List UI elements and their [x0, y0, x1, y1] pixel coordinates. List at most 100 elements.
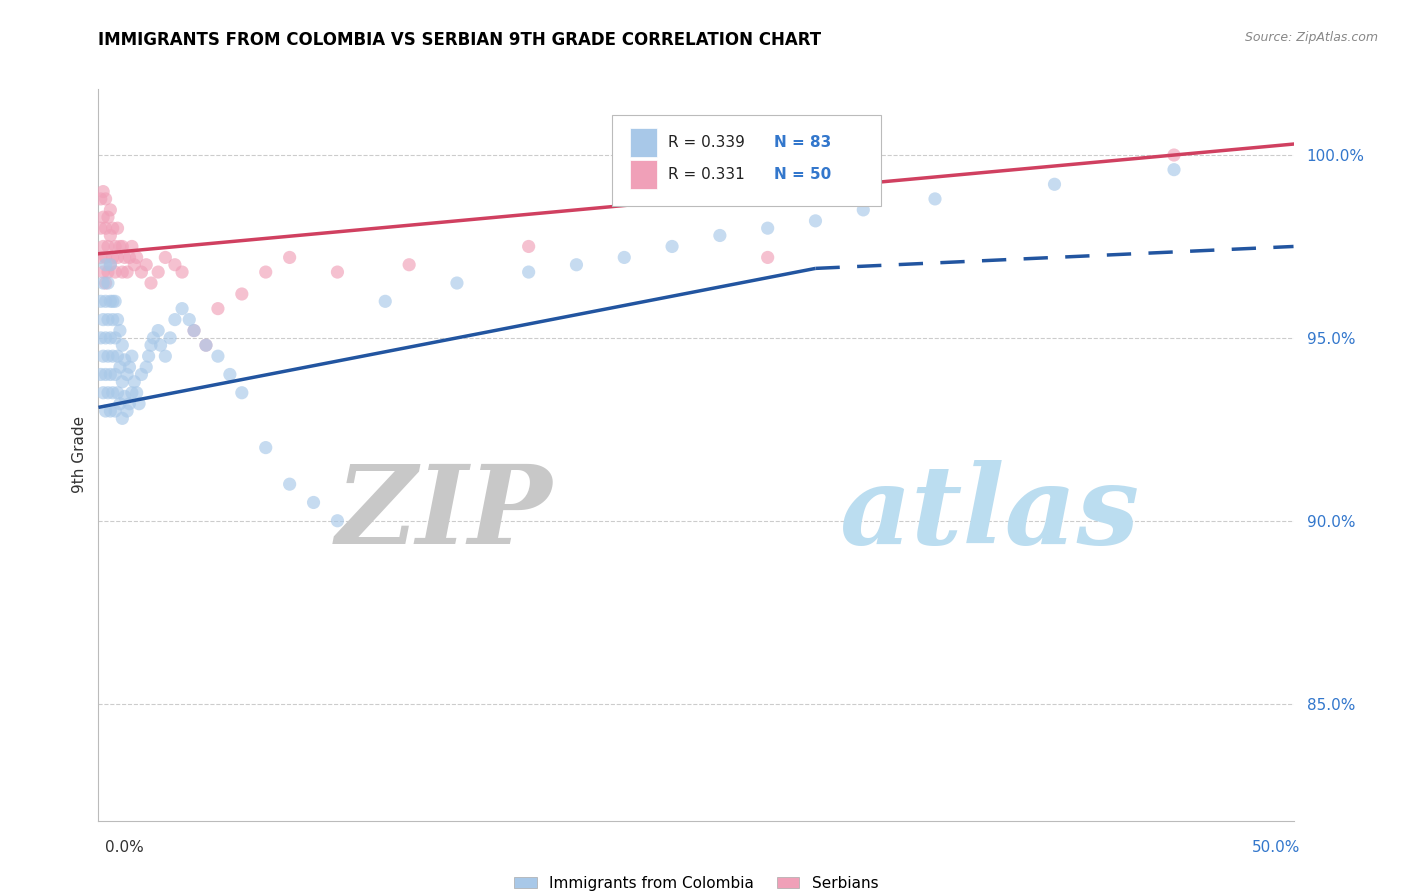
Point: [90, 221, 112, 235]
Point: [142, 331, 165, 345]
Point: [101, 385, 124, 400]
Point: [118, 251, 141, 265]
Point: [98, 331, 122, 345]
Point: [118, 397, 141, 411]
Point: [207, 301, 229, 316]
Point: [183, 324, 205, 338]
Point: [231, 385, 253, 400]
Point: [111, 239, 134, 253]
Point: [159, 331, 181, 345]
Point: [90, 251, 112, 265]
Point: [94, 404, 117, 418]
Point: [1163, 162, 1185, 177]
Point: [114, 352, 136, 367]
Point: [94, 294, 117, 309]
Point: [91, 312, 114, 326]
Point: [138, 349, 160, 363]
Point: [172, 301, 194, 316]
Point: [111, 411, 134, 425]
Point: [97, 265, 120, 279]
Point: [107, 385, 129, 400]
Point: [111, 375, 134, 389]
Point: [163, 312, 186, 326]
Point: [131, 265, 153, 279]
Point: [278, 251, 301, 265]
Point: [194, 338, 217, 352]
Point: [108, 397, 131, 411]
Point: [97, 276, 120, 290]
Point: [565, 258, 588, 272]
Point: [194, 338, 217, 352]
Point: [1163, 148, 1185, 162]
Point: [398, 258, 420, 272]
Text: 0.0%: 0.0%: [105, 840, 145, 855]
Point: [91, 385, 114, 400]
Point: [98, 228, 122, 243]
Point: [107, 251, 129, 265]
Point: [104, 239, 127, 253]
Point: [115, 404, 138, 418]
Point: [90, 294, 112, 309]
Point: [90, 368, 112, 382]
Point: [756, 221, 779, 235]
Point: [91, 276, 114, 290]
Point: [108, 324, 131, 338]
Point: [254, 265, 277, 279]
Point: [104, 265, 127, 279]
Text: R = 0.339: R = 0.339: [668, 135, 745, 150]
Text: Source: ZipAtlas.com: Source: ZipAtlas.com: [1244, 31, 1378, 45]
Point: [302, 495, 325, 509]
Point: [121, 239, 143, 253]
Text: ZIP: ZIP: [336, 459, 553, 567]
Point: [709, 228, 731, 243]
Point: [326, 514, 349, 528]
Point: [107, 349, 129, 363]
Point: [118, 360, 141, 375]
Text: R = 0.331: R = 0.331: [668, 168, 745, 182]
Point: [101, 294, 124, 309]
Point: [91, 349, 114, 363]
Point: [115, 265, 138, 279]
Point: [98, 258, 122, 272]
Point: [94, 276, 117, 290]
Y-axis label: 9th Grade: 9th Grade: [72, 417, 87, 493]
Point: [924, 192, 946, 206]
Point: [183, 324, 205, 338]
Point: [135, 258, 157, 272]
Point: [97, 239, 120, 253]
Point: [98, 258, 122, 272]
Point: [107, 312, 129, 326]
Point: [125, 385, 148, 400]
Point: [108, 239, 131, 253]
Point: [104, 331, 127, 345]
Point: [90, 331, 112, 345]
Point: [115, 368, 138, 382]
Point: [107, 221, 129, 235]
Point: [97, 210, 120, 224]
Point: [97, 385, 120, 400]
Point: [254, 441, 277, 455]
Point: [135, 360, 157, 375]
Point: [94, 258, 117, 272]
Point: [98, 368, 122, 382]
Bar: [630, 161, 657, 189]
Point: [121, 349, 143, 363]
Point: [148, 265, 170, 279]
Legend: Immigrants from Colombia, Serbians: Immigrants from Colombia, Serbians: [508, 870, 884, 892]
Point: [98, 404, 122, 418]
Point: [101, 251, 124, 265]
Point: [149, 338, 172, 352]
Point: [125, 251, 148, 265]
Point: [374, 294, 396, 309]
Bar: [630, 128, 657, 157]
Text: atlas: atlas: [839, 459, 1140, 567]
Point: [97, 349, 120, 363]
Point: [148, 324, 170, 338]
Point: [139, 338, 162, 352]
Point: [90, 192, 112, 206]
Point: [121, 385, 143, 400]
Text: 50.0%: 50.0%: [1253, 840, 1301, 855]
Point: [517, 239, 540, 253]
Point: [91, 185, 114, 199]
Point: [104, 294, 127, 309]
